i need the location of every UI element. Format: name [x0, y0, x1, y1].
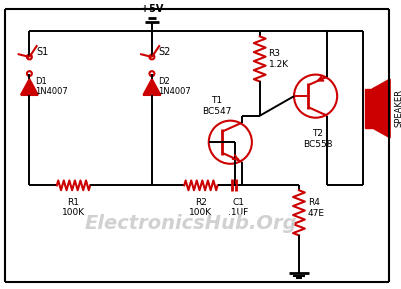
Polygon shape: [143, 79, 160, 95]
Text: D2
1N4007: D2 1N4007: [158, 77, 190, 96]
Text: S1: S1: [36, 47, 49, 57]
Text: D1
1N4007: D1 1N4007: [35, 77, 68, 96]
Text: R4
47E: R4 47E: [307, 198, 324, 218]
Text: T1
BC547: T1 BC547: [201, 96, 231, 116]
Text: R2
100K: R2 100K: [189, 198, 212, 218]
Text: R1
100K: R1 100K: [62, 198, 85, 218]
Text: ElectronicsHub.Org: ElectronicsHub.Org: [85, 214, 297, 233]
Polygon shape: [371, 79, 389, 138]
Text: T2
BC558: T2 BC558: [302, 129, 332, 149]
Text: +5V: +5V: [140, 4, 163, 14]
Text: C1
.1UF: C1 .1UF: [227, 198, 248, 218]
Text: S2: S2: [158, 47, 171, 57]
Text: R3
1.2K: R3 1.2K: [268, 49, 288, 68]
Polygon shape: [364, 89, 371, 128]
Text: SPEAKER: SPEAKER: [393, 89, 401, 127]
Polygon shape: [20, 79, 38, 95]
